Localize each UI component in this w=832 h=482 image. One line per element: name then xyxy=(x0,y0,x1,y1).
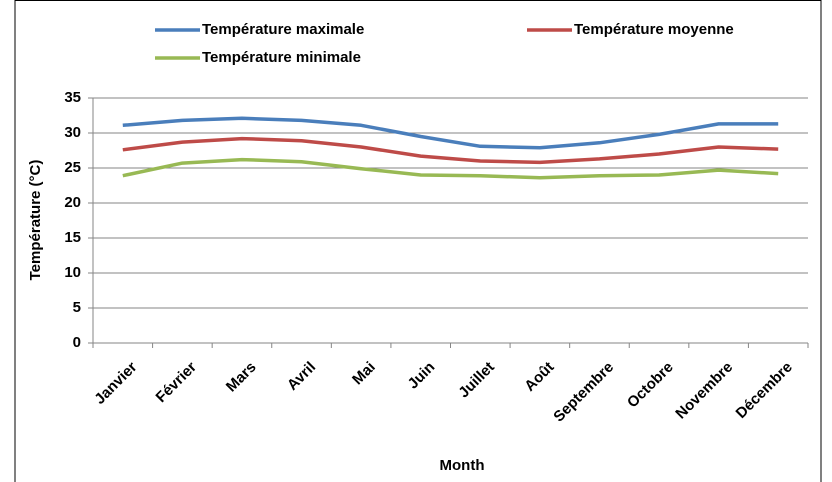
series-line xyxy=(122,157,779,180)
chart-frame xyxy=(14,0,822,482)
y-tick-label: 0 xyxy=(73,334,81,351)
y-tick-label: 35 xyxy=(64,89,81,106)
series-line xyxy=(122,136,779,165)
y-tick-label: 25 xyxy=(64,159,81,176)
y-tick-label: 15 xyxy=(64,229,81,246)
legend-label: Température minimale xyxy=(202,49,361,66)
y-tick-label: 20 xyxy=(64,194,81,211)
legend-label: Température moyenne xyxy=(574,21,734,38)
y-tick-label: 30 xyxy=(64,124,81,141)
y-tick-label: 10 xyxy=(64,264,81,281)
legend-label: Température maximale xyxy=(202,21,364,38)
series-line xyxy=(122,116,779,150)
y-tick-label: 5 xyxy=(73,299,81,316)
x-axis-title: Month xyxy=(440,457,485,474)
y-axis-title: Température (°C) xyxy=(27,160,44,281)
